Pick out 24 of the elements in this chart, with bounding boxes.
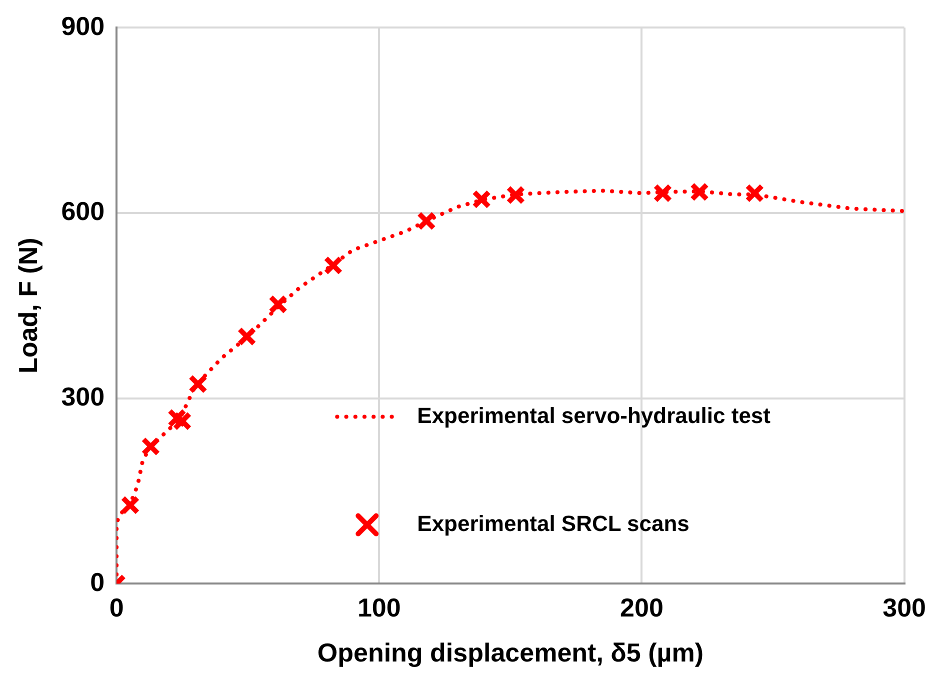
point — [653, 184, 672, 203]
x-tick-label: 300 — [882, 592, 926, 622]
y-axis-title: Load, F (N) — [12, 238, 43, 374]
point — [268, 294, 288, 314]
y-tick-label: 300 — [61, 381, 105, 412]
point — [120, 496, 140, 515]
point — [324, 256, 343, 276]
x-tick-label: 0 — [109, 592, 124, 622]
point — [690, 182, 710, 202]
y-tick-label: 900 — [61, 10, 105, 41]
y-tick-label: 600 — [61, 196, 105, 226]
point — [416, 211, 436, 231]
y-tick-label: 0 — [90, 566, 105, 597]
legend-label: Experimental servo-hydraulic test — [417, 402, 772, 428]
point — [188, 374, 208, 394]
x-tick-label: 100 — [357, 592, 401, 622]
point — [745, 184, 764, 203]
legend-label: Experimental SRCL scans — [417, 510, 690, 536]
point — [141, 436, 160, 456]
x-tick-label: 200 — [620, 592, 664, 622]
point — [506, 185, 526, 205]
point — [472, 190, 492, 209]
x-axis-title: Opening displacement, δ5 (µm) — [317, 638, 704, 668]
point — [237, 326, 256, 346]
